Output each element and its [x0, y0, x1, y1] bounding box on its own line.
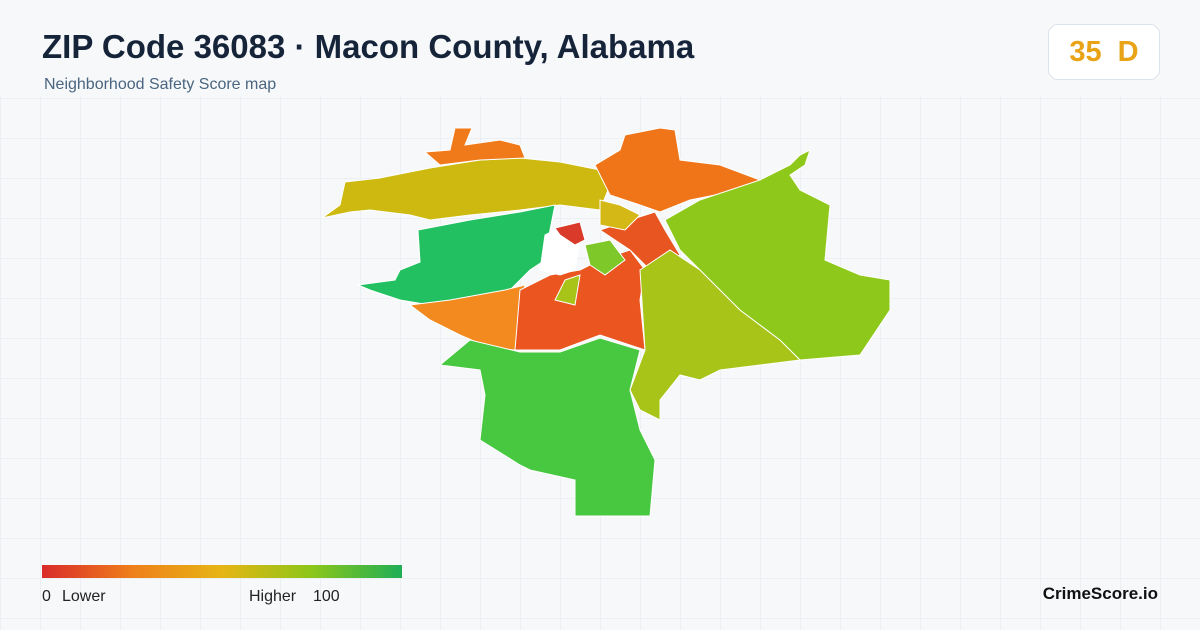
legend-min-label: Lower: [62, 588, 106, 605]
title: ZIP Code 36083 · Macon County, Alabama: [42, 28, 695, 65]
legend-min: 0: [42, 588, 51, 605]
subtitle: Neighborhood Safety Score map: [44, 76, 277, 93]
legend-max: 100: [313, 588, 340, 605]
score-badge: 35 D: [1048, 24, 1160, 80]
regions: [321, 127, 891, 517]
score-value: 35: [1069, 35, 1102, 68]
score-grade: D: [1117, 35, 1139, 68]
brand: CrimeScore.io: [1042, 584, 1158, 603]
legend-max-label: Higher: [249, 588, 297, 605]
legend-bar: [42, 565, 402, 578]
